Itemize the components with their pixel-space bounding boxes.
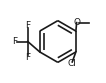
- Text: F: F: [25, 53, 30, 62]
- Text: F: F: [25, 21, 30, 30]
- Text: F: F: [12, 37, 17, 46]
- Text: Cl: Cl: [68, 59, 77, 68]
- Text: O: O: [73, 18, 80, 27]
